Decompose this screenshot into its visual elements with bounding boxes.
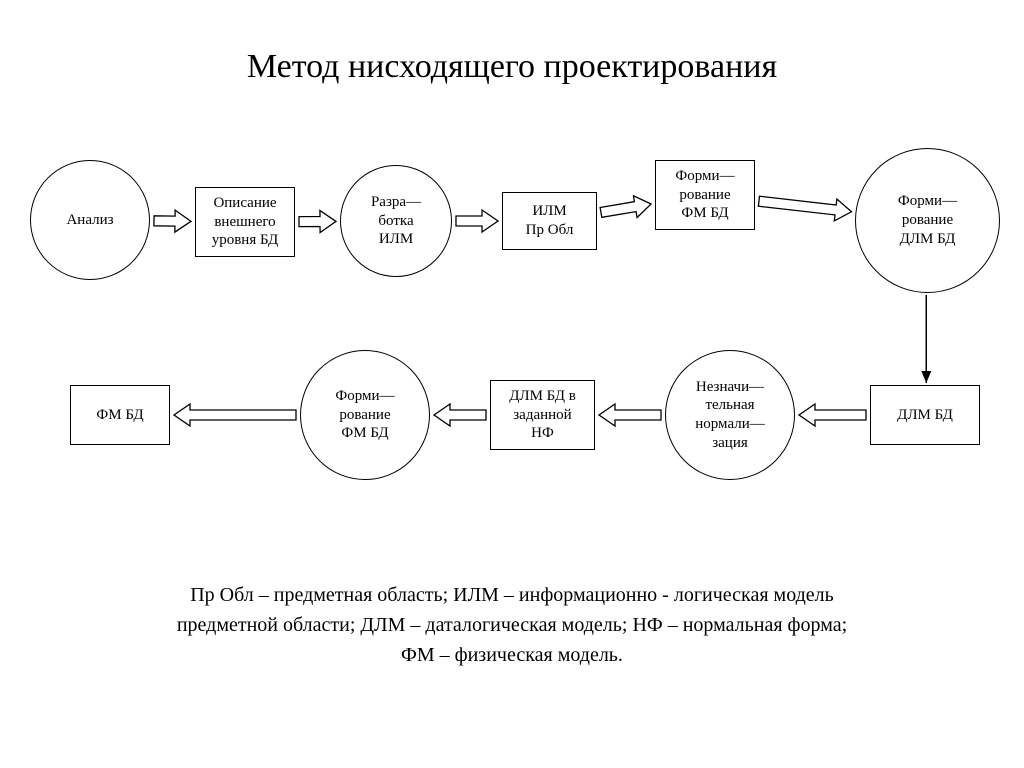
node-n1: Анализ — [30, 160, 150, 280]
node-label-n6: Форми— рование ДЛМ БД — [892, 188, 963, 252]
arrow — [174, 404, 296, 426]
node-n9: Форми— рование ФМ БД — [300, 350, 430, 480]
arrow — [154, 210, 191, 232]
node-n6: Форми— рование ДЛМ БД — [855, 148, 1000, 293]
node-label-n2: Описание внешнего уровня БД — [206, 190, 285, 254]
node-label-n4: ИЛМ Пр Обл — [520, 198, 580, 244]
legend-block: Пр Обл – предметная область; ИЛМ – инфор… — [70, 580, 954, 670]
node-n5: Форми— рование ФМ БД — [655, 160, 755, 230]
node-label-n10: ДЛМ БД в заданной НФ — [503, 383, 582, 447]
legend-line-2: предметной области; ДЛМ – даталогическая… — [177, 614, 847, 636]
node-label-n5: Форми— рование ФМ БД — [669, 163, 740, 227]
node-n10: ДЛМ БД в заданной НФ — [490, 380, 595, 450]
node-label-n11: Незначи— тельная нормали— зация — [689, 374, 771, 457]
diagram-stage: Метод нисходящего проектирования Пр Обл … — [0, 0, 1024, 768]
arrow — [299, 211, 336, 233]
node-n11: Незначи— тельная нормали— зация — [665, 350, 795, 480]
arrow — [434, 404, 486, 426]
node-n3: Разра— ботка ИЛМ — [340, 165, 452, 277]
node-label-n12: ДЛМ БД — [891, 402, 959, 429]
arrow — [799, 404, 866, 426]
legend-line-1: Пр Обл – предметная область; ИЛМ – инфор… — [190, 584, 834, 606]
node-n4: ИЛМ Пр Обл — [502, 192, 597, 250]
node-label-n3: Разра— ботка ИЛМ — [365, 189, 427, 253]
legend-line-3: ФМ – физическая модель. — [401, 644, 623, 666]
arrow — [456, 210, 498, 232]
node-n2: Описание внешнего уровня БД — [195, 187, 295, 257]
arrow — [600, 196, 651, 218]
node-label-n1: Анализ — [60, 207, 119, 234]
node-label-n8: ФМ БД — [90, 402, 149, 429]
node-label-n9: Форми— рование ФМ БД — [329, 383, 400, 447]
arrow — [599, 404, 661, 426]
page-title: Метод нисходящего проектирования — [0, 48, 1024, 86]
node-n12: ДЛМ БД — [870, 385, 980, 445]
arrow — [758, 196, 851, 221]
node-n8: ФМ БД — [70, 385, 170, 445]
